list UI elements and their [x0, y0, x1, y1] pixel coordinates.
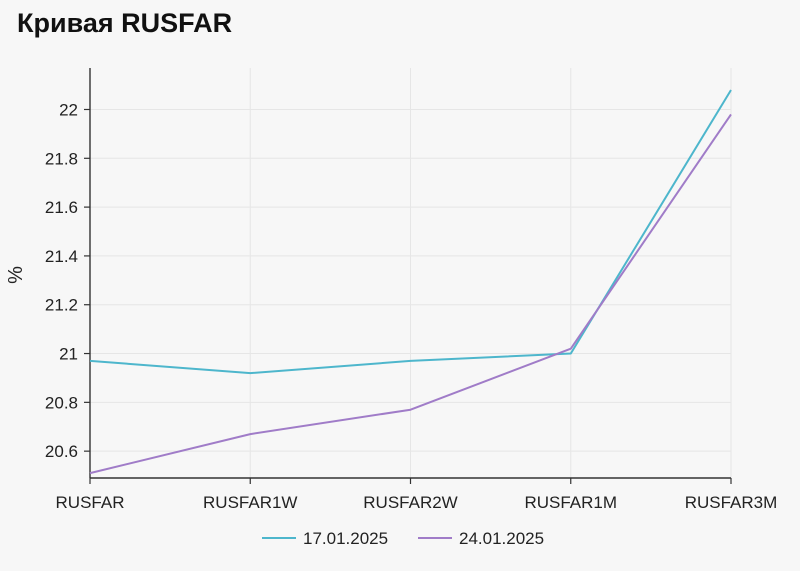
grid	[90, 68, 732, 478]
y-axis-label: %	[5, 266, 27, 284]
legend-label-0[interactable]: 17.01.2025	[303, 529, 388, 548]
series	[89, 89, 732, 475]
x-tick-label: RUSFAR3M	[685, 493, 778, 512]
y-tick-label: 20.6	[45, 442, 78, 461]
axes: 20.6 20.8 21 21.2 21.4 21.6 21.8 22 RUSFAR RUSFAR…	[5, 68, 777, 512]
y-tick-label: 22	[59, 100, 78, 119]
x-tick-label: RUSFAR1M	[524, 493, 617, 512]
x-tick-label: RUSFAR	[56, 493, 125, 512]
y-tick-label: 21.8	[45, 149, 78, 168]
legend: 17.01.2025 24.01.2025	[262, 529, 544, 548]
y-tick-label: 21.6	[45, 198, 78, 217]
series-line-1	[89, 113, 732, 475]
series-line-0	[89, 89, 732, 375]
x-tick-label: RUSFAR2W	[363, 493, 457, 512]
y-tick-label: 21.4	[45, 247, 78, 266]
legend-label-1[interactable]: 24.01.2025	[459, 529, 544, 548]
y-tick-label: 21	[59, 345, 78, 364]
x-tick-label: RUSFAR1W	[203, 493, 297, 512]
y-tick-label: 20.8	[45, 393, 78, 412]
chart-title: Кривая RUSFAR	[17, 8, 233, 38]
y-tick-label: 21.2	[45, 296, 78, 315]
